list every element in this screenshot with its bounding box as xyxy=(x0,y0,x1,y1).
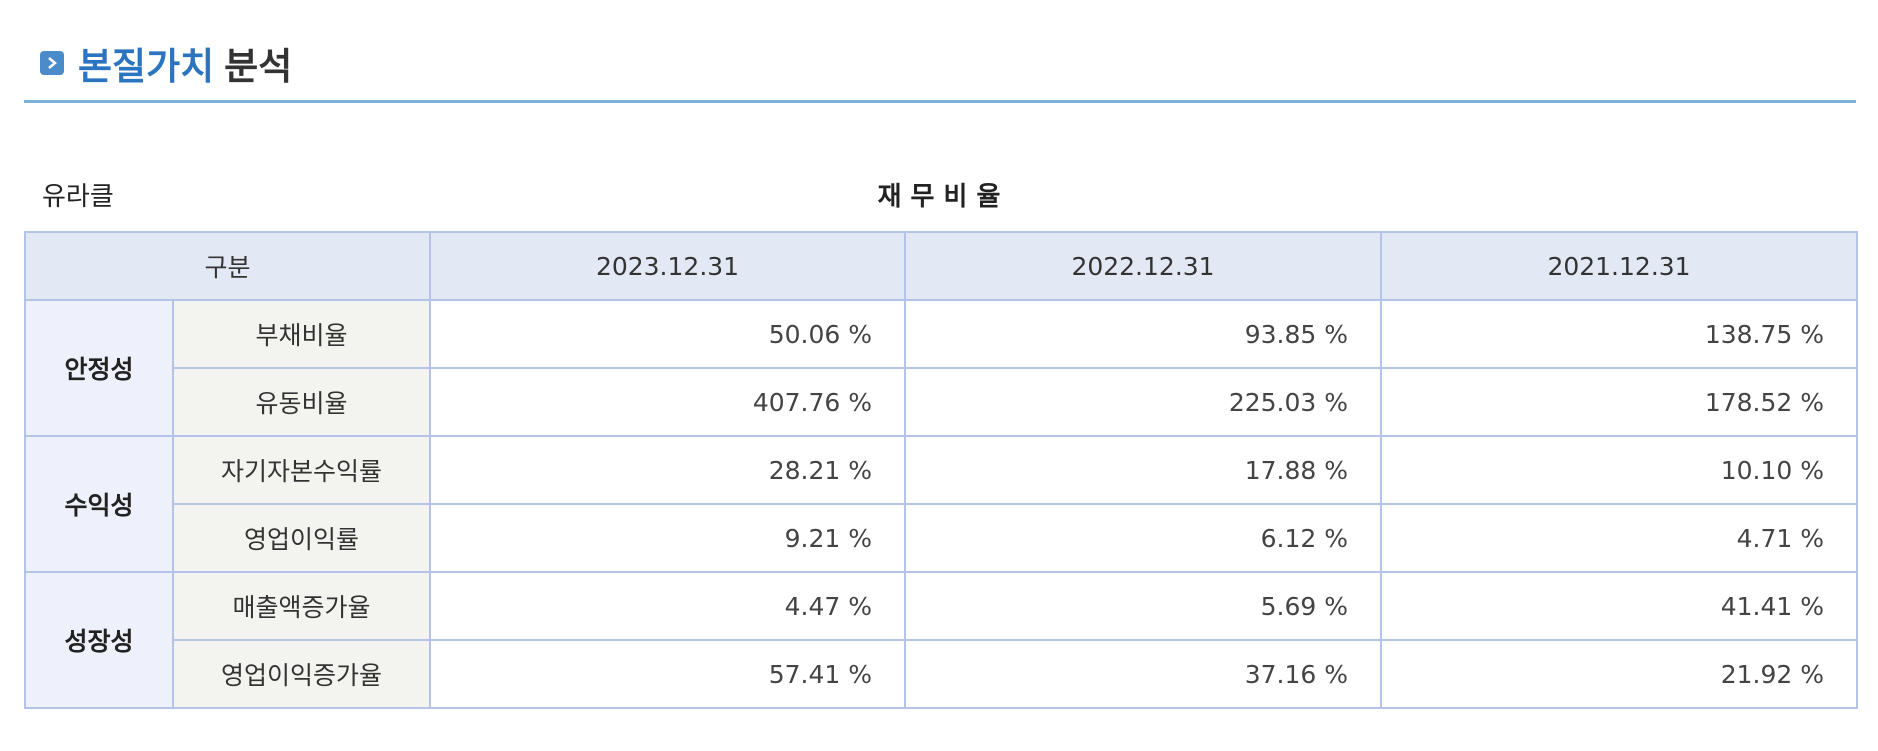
row-label: 유동비율 xyxy=(171,367,432,437)
value-cell: 138.75 % xyxy=(1380,299,1859,369)
table-caption: 재 무 비 율 xyxy=(877,182,1001,212)
ratio-table: 구분 2023.12.31 2022.12.31 2021.12.31 안정성 부채비율 5… xyxy=(23,231,1859,709)
value-cell: 17.88 % xyxy=(904,435,1383,505)
title-highlight: 본질가치 xyxy=(78,45,215,88)
value-cell: 225.03 % xyxy=(904,367,1383,437)
value-cell: 93.85 % xyxy=(904,299,1383,369)
row-label: 영업이익률 xyxy=(171,503,432,573)
value-cell: 57.41 % xyxy=(429,639,907,709)
data-row: 영업이익률 9.21 % 6.12 % 4.71 % xyxy=(25,503,1859,573)
column-header: 2023.12.31 xyxy=(429,231,907,301)
data-row: 성장성 매출액증가율 4.47 % 5.69 % 41.41 % xyxy=(24,571,1859,709)
column-header: 구분 xyxy=(23,231,432,301)
section-header: 본질가치 분석 xyxy=(40,38,292,88)
value-cell: 21.92 % xyxy=(1380,639,1859,709)
data-row: 안정성 부채비율 50.06 % 93.85 % 138.75 % xyxy=(24,299,1859,437)
value-cell: 5.69 % xyxy=(904,571,1383,641)
value-cell: 10.10 % xyxy=(1380,435,1859,505)
value-cell: 4.71 % xyxy=(1380,503,1859,573)
value-cell: 4.47 % xyxy=(429,571,907,641)
title-rest: 분석 xyxy=(224,45,293,88)
company-name: 유라클 xyxy=(42,182,114,212)
value-cell: 41.41 % xyxy=(1380,571,1859,641)
header-icon xyxy=(40,51,64,75)
value-cell: 37.16 % xyxy=(904,639,1383,709)
data-row: 유동비율 407.76 % 225.03 % 178.52 % xyxy=(25,367,1859,437)
column-header: 2022.12.31 xyxy=(904,231,1383,301)
row-label: 매출액증가율 xyxy=(171,571,432,641)
data-row: 영업이익증가율 57.41 % 37.16 % 21.92 % xyxy=(25,639,1859,709)
header-row: 구분 2023.12.31 2022.12.31 2021.12.31 xyxy=(23,231,1859,301)
value-cell: 28.21 % xyxy=(429,435,907,505)
value-cell: 50.06 % xyxy=(429,299,907,369)
header-rule xyxy=(24,100,1856,103)
value-cell: 407.76 % xyxy=(429,367,907,437)
row-label: 자기자본수익률 xyxy=(171,435,432,505)
row-label: 부채비율 xyxy=(171,299,432,369)
value-cell: 6.12 % xyxy=(904,503,1383,573)
value-cell: 178.52 % xyxy=(1380,367,1859,437)
arrow-icon xyxy=(48,57,57,69)
group-label: 안정성 xyxy=(24,299,174,437)
value-cell: 9.21 % xyxy=(429,503,907,573)
data-row: 수익성 자기자본수익률 28.21 % 17.88 % 10.10 % xyxy=(24,435,1859,573)
row-label: 영업이익증가율 xyxy=(171,639,432,709)
group-label: 수익성 xyxy=(24,435,174,573)
column-header: 2021.12.31 xyxy=(1380,231,1859,301)
group-label: 성장성 xyxy=(24,571,174,709)
